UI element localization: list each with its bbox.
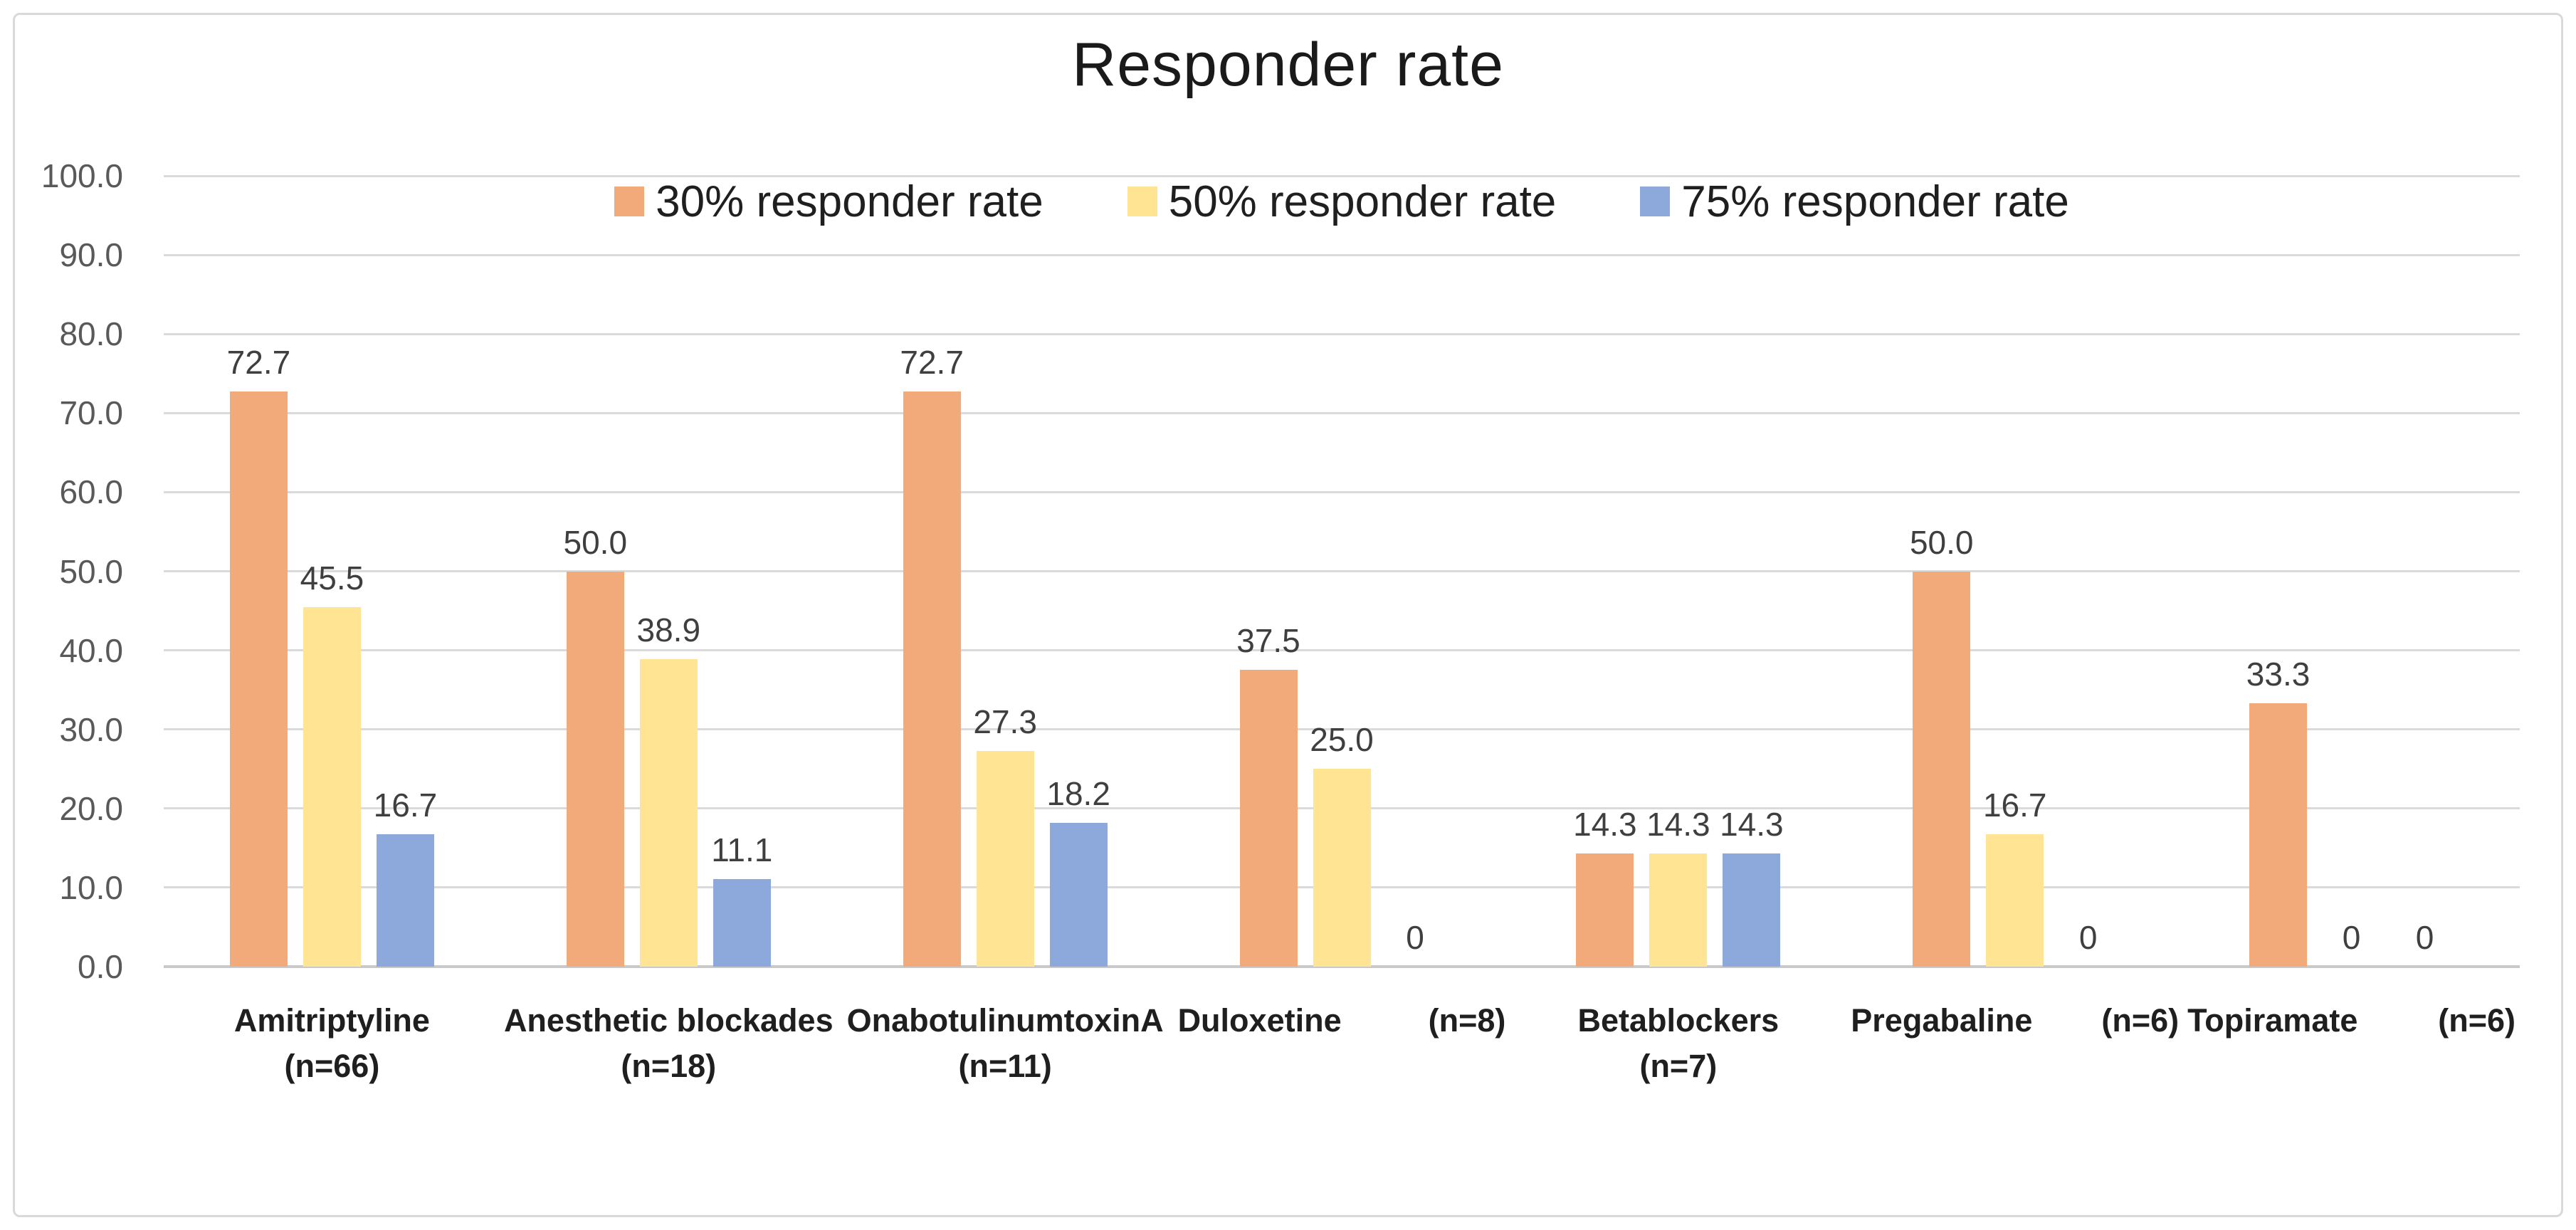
bar [1913, 571, 1971, 967]
data-label: 38.9 [636, 611, 701, 648]
gridline [164, 411, 2520, 414]
gridline [164, 253, 2520, 256]
data-label: 45.5 [300, 559, 364, 596]
legend-label: 75% responder rate [1681, 177, 2069, 226]
legend-swatch-icon [614, 186, 645, 216]
data-label: 0 [1406, 919, 1424, 956]
bar [1649, 853, 1708, 967]
legend-item: 75% responder rate [1640, 177, 2069, 227]
category-name: Amitriptyline [233, 1002, 430, 1039]
data-label: 50.0 [1909, 523, 1974, 561]
gridline [164, 649, 2520, 652]
y-tick-label: 70.0 [59, 394, 123, 432]
data-label: 16.7 [373, 787, 438, 824]
data-label: 0 [2415, 919, 2434, 956]
bar [1313, 769, 1371, 967]
data-label: 72.7 [226, 344, 291, 382]
category-label: OnabotulinumtoxinA (n=11) [837, 998, 1174, 1089]
bar [1239, 670, 1298, 967]
category-n: (n=6) [2101, 1002, 2180, 1039]
data-label: 37.5 [1236, 622, 1300, 660]
data-label: 18.2 [1046, 774, 1110, 812]
category-n: (n=18) [621, 1048, 717, 1084]
category-name: Topiramate [2187, 1002, 2358, 1039]
bar [1986, 834, 2044, 967]
y-tick-label: 30.0 [59, 710, 123, 748]
y-tick-label: 0.0 [78, 948, 123, 985]
chart-frame [13, 13, 2563, 1217]
x-axis-line [164, 965, 2520, 968]
category-label: Anesthetic blockades (n=18) [500, 998, 837, 1089]
y-tick-label: 60.0 [59, 473, 123, 511]
data-label: 14.3 [1573, 806, 1637, 843]
gridline [164, 332, 2520, 335]
category-n: (n=6) [2438, 1002, 2515, 1039]
legend: 30% responder rate 50% responder rate 75% … [164, 177, 2520, 227]
chart-title: Responder rate [1072, 31, 1504, 99]
gridline [164, 570, 2520, 572]
y-tick-label: 50.0 [59, 552, 123, 590]
bar [976, 750, 1034, 967]
y-axis-ticks: 100.0 90.0 80.0 70.0 60.0 50.0 40.0 30.0 20.0 10.… [0, 157, 142, 985]
bar [1723, 853, 1781, 967]
x-axis-labels: Amitriptyline (n=66) Anesthetic blockades (… [164, 998, 2520, 1098]
bar [639, 658, 698, 967]
y-tick-label: 90.0 [59, 236, 123, 274]
category-n: (n=8) [1428, 1002, 1506, 1039]
bar [2249, 703, 2308, 967]
category-n: (n=11) [958, 1048, 1052, 1084]
data-label: 25.0 [1310, 721, 1374, 759]
legend-swatch-icon [1640, 186, 1671, 216]
data-label: 0 [2342, 919, 2361, 956]
plot-area: 72.7 45.5 16.7 50.0 38.9 11.1 72.7 27.3 18.2 37.5… [164, 174, 2520, 968]
y-tick-label: 100.0 [41, 157, 123, 194]
category-n: (n=7) [1639, 1048, 1718, 1084]
y-tick-label: 10.0 [59, 868, 123, 906]
y-tick-label: 80.0 [59, 315, 123, 353]
data-label: 14.3 [1646, 806, 1710, 843]
legend-label: 30% responder rate [656, 177, 1043, 226]
data-label: 0 [2078, 919, 2098, 956]
data-label: 50.0 [563, 523, 628, 561]
data-label: 14.3 [1720, 806, 1784, 843]
gridline [164, 728, 2520, 731]
legend-item: 30% responder rate [614, 177, 1043, 227]
bar [303, 606, 361, 967]
bar [713, 878, 771, 967]
y-tick-label: 20.0 [59, 789, 123, 827]
bar [566, 571, 624, 967]
data-label: 16.7 [1982, 787, 2047, 824]
data-label: 72.7 [900, 344, 964, 382]
category-name: Betablockers [1577, 1002, 1779, 1039]
y-tick-label: 40.0 [59, 631, 123, 669]
legend-swatch-icon [1127, 186, 1157, 216]
category-label: Topiramate (n=6) [2183, 998, 2520, 1044]
gridline [164, 174, 2520, 177]
legend-item: 50% responder rate [1127, 177, 1557, 227]
gridline [164, 490, 2520, 493]
category-n: (n=66) [284, 1048, 380, 1084]
data-label: 33.3 [2246, 656, 2310, 693]
category-name: Pregabaline [1851, 1002, 2033, 1039]
data-label: 27.3 [973, 703, 1037, 740]
category-label: Duloxetine (n=8) [1174, 998, 1510, 1044]
bar [1049, 822, 1108, 967]
category-name: Anesthetic blockades [503, 1002, 834, 1039]
bar [1576, 853, 1634, 967]
bar [229, 391, 288, 967]
category-name: OnabotulinumtoxinA [846, 1002, 1164, 1039]
category-label: Amitriptyline (n=66) [164, 998, 500, 1089]
category-label: Pregabaline (n=6) [1846, 998, 2183, 1044]
bar [903, 391, 961, 967]
category-name: Duloxetine [1177, 1002, 1342, 1039]
legend-label: 50% responder rate [1168, 177, 1557, 226]
category-label: Betablockers (n=7) [1510, 998, 1846, 1089]
bar [376, 834, 434, 967]
data-label: 11.1 [711, 831, 773, 868]
